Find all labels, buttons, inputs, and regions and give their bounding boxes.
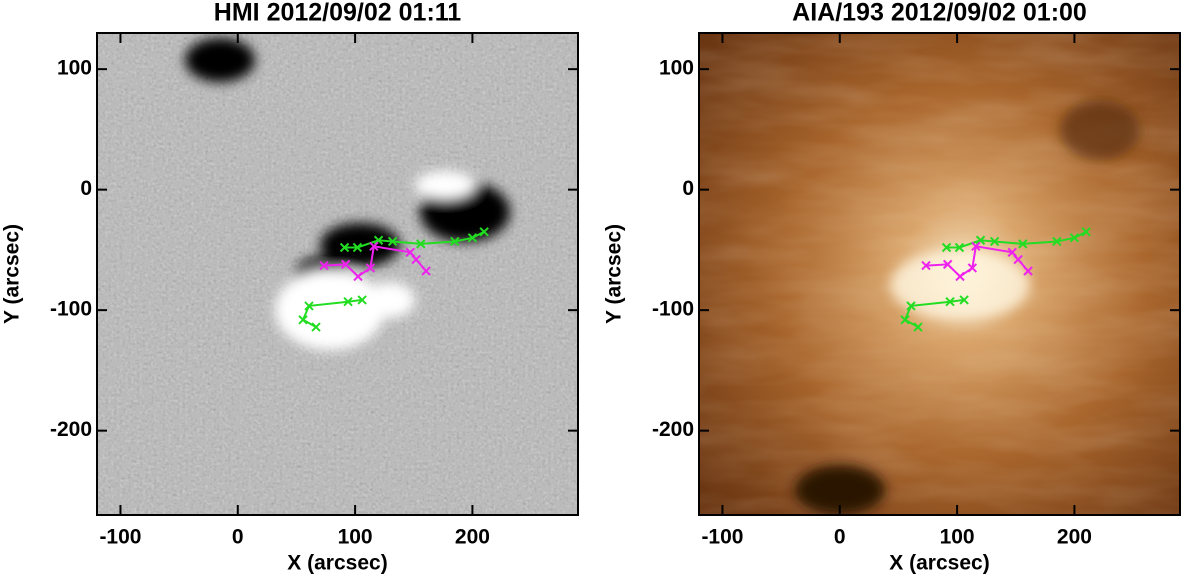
x-marker — [1081, 227, 1091, 237]
x-tick-label: 200 — [1057, 526, 1092, 549]
x-tick-label: 100 — [940, 526, 975, 549]
polarity-line — [946, 230, 1087, 249]
x-marker — [906, 301, 916, 311]
x-marker — [421, 266, 431, 276]
x-tick-label: -100 — [701, 526, 743, 549]
x-tick-label: 0 — [232, 526, 244, 549]
x-marker — [921, 260, 931, 271]
x-marker — [343, 297, 353, 307]
x-marker — [1069, 233, 1080, 243]
x-marker — [971, 241, 981, 251]
overlay — [900, 227, 1091, 332]
x-marker — [319, 260, 329, 271]
x-marker — [941, 242, 952, 253]
x-marker — [1023, 266, 1033, 276]
y-tick-label: -100 — [652, 298, 694, 321]
x-marker — [989, 236, 1000, 247]
x-marker — [479, 227, 489, 237]
y-tick-label: 0 — [80, 177, 92, 200]
x-tick-label: 0 — [834, 526, 846, 549]
x-marker — [900, 315, 910, 325]
x-tick-label: -100 — [99, 526, 141, 549]
x-marker — [357, 295, 367, 305]
y-tick-label: -100 — [50, 298, 92, 321]
y-axis-label: Y (arcsec) — [1, 224, 24, 324]
x-marker — [411, 254, 421, 265]
x-axis-label: X (arcsec) — [889, 552, 989, 575]
x-marker — [1018, 239, 1028, 249]
x-marker — [967, 263, 978, 273]
x-marker — [369, 241, 379, 251]
y-tick-label: -200 — [50, 418, 92, 441]
x-marker — [339, 242, 350, 253]
y-tick-label: -200 — [652, 418, 694, 441]
y-tick-label: 100 — [659, 57, 694, 80]
x-marker — [365, 263, 376, 273]
x-marker — [341, 259, 351, 270]
y-axis-label: Y (arcsec) — [603, 224, 626, 324]
x-marker — [304, 301, 314, 311]
x-marker — [913, 322, 923, 332]
chart-title: HMI 2012/09/02 01:11 — [214, 0, 461, 27]
x-marker — [1013, 254, 1023, 265]
x-tick-label: 200 — [455, 526, 490, 549]
x-marker — [945, 297, 955, 307]
plot-frame — [698, 32, 1181, 516]
chart-title: AIA/193 2012/09/02 01:00 — [792, 0, 1087, 27]
magnetogram — [97, 33, 578, 515]
x-marker — [352, 242, 363, 253]
x-marker — [943, 259, 953, 270]
x-axis-label: X (arcsec) — [287, 552, 387, 575]
x-marker — [467, 233, 478, 243]
x-marker — [1052, 236, 1062, 247]
x-marker — [959, 295, 969, 305]
x-marker — [353, 271, 363, 282]
x-marker — [450, 236, 460, 247]
x-marker — [311, 322, 321, 332]
euv-image — [699, 33, 1180, 515]
overlay — [298, 227, 489, 332]
x-marker — [954, 242, 965, 253]
polarity-line — [344, 230, 485, 249]
x-marker — [955, 271, 965, 282]
y-tick-label: 100 — [57, 57, 92, 80]
x-marker — [387, 236, 398, 247]
x-marker — [298, 315, 308, 325]
plot-frame — [96, 32, 579, 516]
y-tick-label: 0 — [682, 177, 694, 200]
x-marker — [416, 239, 426, 249]
x-tick-label: 100 — [338, 526, 373, 549]
